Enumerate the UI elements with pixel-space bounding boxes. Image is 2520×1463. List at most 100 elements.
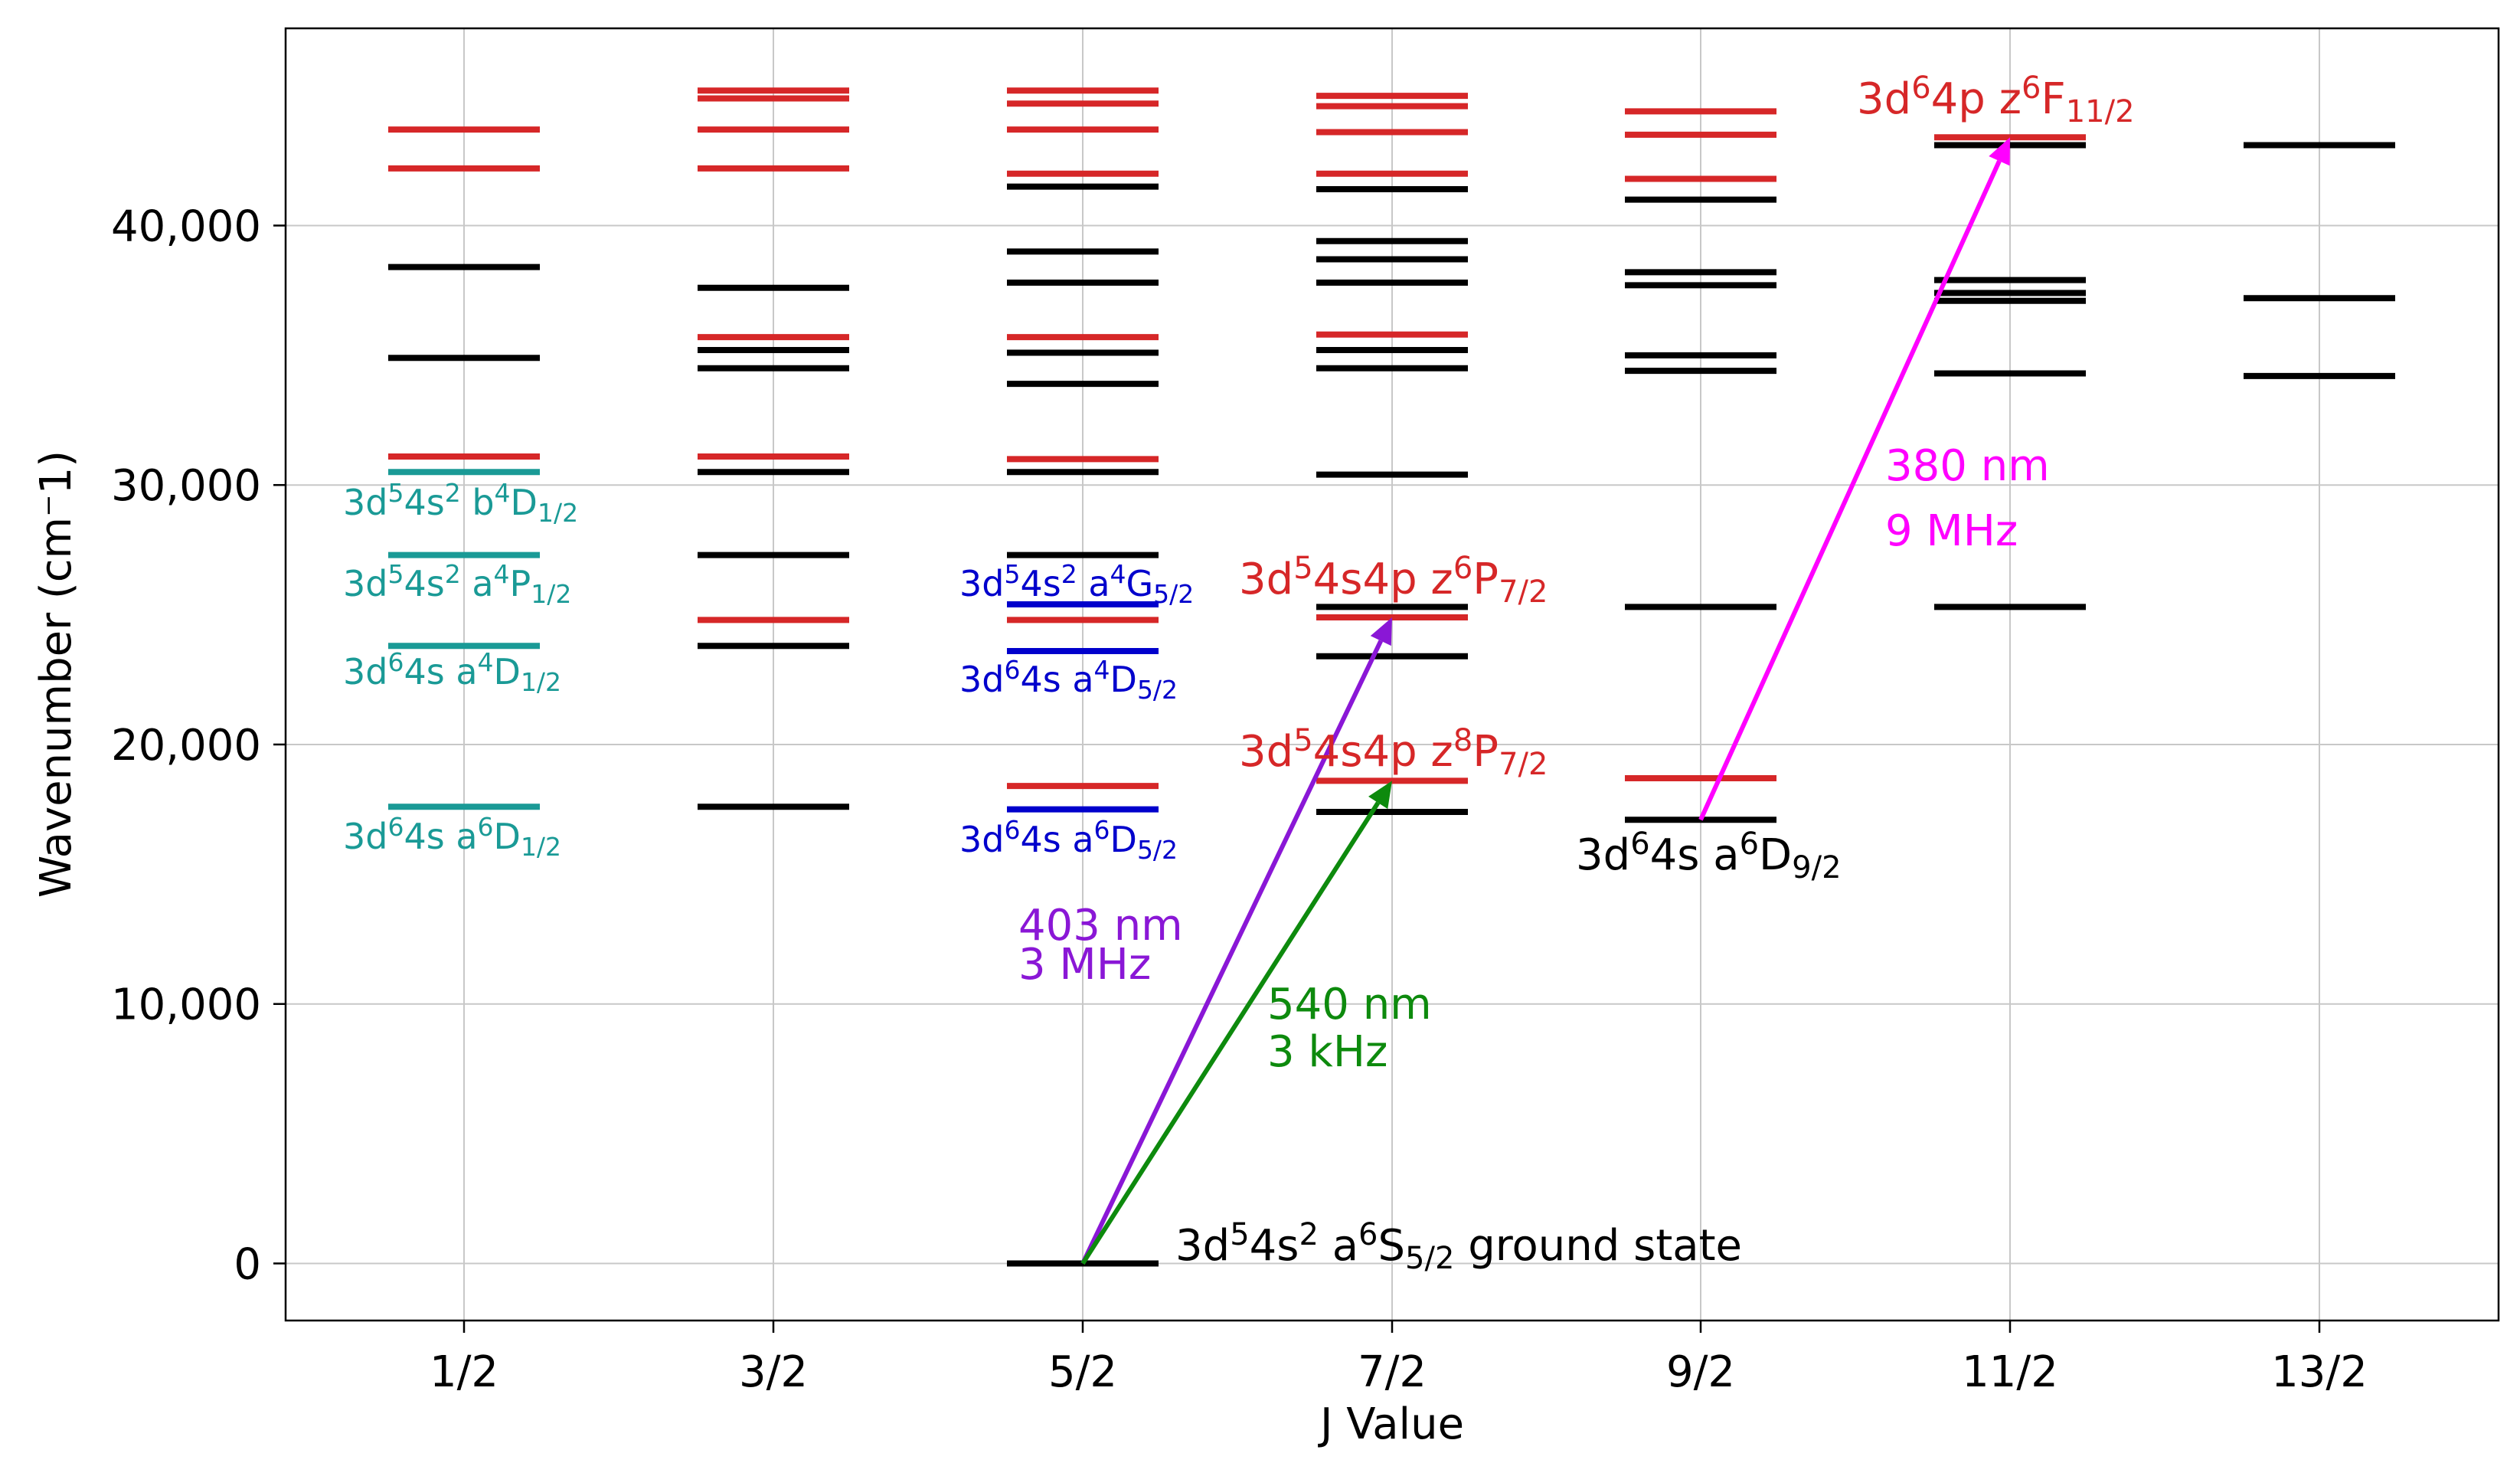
- annotation-fragment: 6: [1358, 1217, 1378, 1252]
- annotation-fragment: 3d: [1239, 727, 1293, 777]
- annotation-fragment: 5/2: [1137, 835, 1178, 865]
- x-tick-label: 11/2: [1962, 1347, 2058, 1397]
- annotation-fragment: ground state: [1454, 1221, 1742, 1271]
- annotation-fragment: 6: [2022, 70, 2041, 106]
- y-tick-label: 40,000: [111, 201, 261, 251]
- annotation-fragment: P: [1472, 727, 1499, 777]
- annotation-fragment: 1/2: [538, 498, 578, 528]
- annotation-fragment: b: [461, 482, 495, 523]
- annotation-fragment: D: [1110, 659, 1137, 700]
- label-a6d-five-half: 3d64s a6D5/2: [959, 815, 1178, 865]
- annotation-fragment: 6: [1630, 826, 1649, 862]
- x-tick-label: 1/2: [430, 1347, 498, 1397]
- annotation-fragment: G: [1126, 563, 1154, 604]
- annotation-fragment: 6: [1004, 815, 1020, 845]
- y-tick-label: 30,000: [111, 461, 261, 511]
- annotation-fragment: 5: [1230, 1217, 1249, 1252]
- level-layer: [388, 87, 2395, 1267]
- annotation-fragment: 1/2: [531, 579, 571, 609]
- annotation-fragment: 4s a: [1020, 819, 1093, 860]
- annotation-fragment: 540 nm: [1267, 980, 1432, 1029]
- annotation-fragment: 2: [1061, 559, 1077, 589]
- annotation-fragment: 4s: [404, 482, 444, 523]
- annotation-fragment: D: [494, 651, 521, 692]
- transition-arrow-540nm: [1080, 781, 1392, 1265]
- annotation-fragment: 4s: [1020, 563, 1061, 604]
- transition-layer: [1080, 137, 2010, 1265]
- annotation-fragment: 3d: [1857, 74, 1911, 124]
- y-tick-label: 20,000: [111, 721, 261, 771]
- annotation-fragment: 5/2: [1405, 1241, 1454, 1276]
- annotation-fragment: D: [1110, 819, 1137, 860]
- annotation-fragment: 11/2: [2066, 94, 2135, 129]
- annotation-fragment: 4p z: [1931, 74, 2022, 124]
- annotation-fragment: 4: [478, 647, 494, 677]
- annotation-fragment: 4s a: [404, 816, 477, 857]
- label-a6d-nine-half: 3d64s a6D9/2: [1576, 826, 1842, 885]
- label-a4g-five-half: 3d54s2 a4G5/2: [959, 559, 1194, 609]
- label-9mhz: 9 MHz: [1885, 506, 2018, 556]
- annotation-fragment: 2: [445, 478, 461, 508]
- grid-layer: [286, 28, 2499, 1321]
- annotation-fragment: 6: [387, 812, 404, 842]
- annotation-fragment: 6: [1004, 655, 1020, 685]
- annotation-fragment: 3d: [959, 659, 1004, 700]
- annotation-fragment: D: [494, 816, 521, 857]
- annotation-fragment: 5: [387, 559, 404, 589]
- annotation-fragment: 4s a: [1650, 830, 1740, 880]
- annotation-fragment: 7/2: [1499, 747, 1548, 782]
- annotation-fragment: 4: [495, 478, 511, 508]
- x-tick-label: 7/2: [1358, 1347, 1427, 1397]
- label-z6p-seven-half: 3d54s4p z6P7/2: [1239, 551, 1548, 610]
- y-tick-label: 0: [234, 1239, 261, 1289]
- label-3mhz: 3 MHz: [1018, 940, 1151, 990]
- annotation-fragment: F: [2041, 74, 2065, 124]
- label-540nm: 540 nm: [1267, 980, 1432, 1029]
- annotation-fragment: 9 MHz: [1885, 506, 2018, 556]
- annotation-fragment: 403 nm: [1018, 901, 1183, 951]
- annotation-fragment: 3 kHz: [1267, 1027, 1387, 1077]
- annotation-fragment: 5/2: [1137, 675, 1178, 705]
- arrow-shaft: [1698, 160, 2002, 821]
- x-axis-title: J Value: [1318, 1399, 1464, 1449]
- label-3khz: 3 kHz: [1267, 1027, 1387, 1077]
- annotation-fragment: 1/2: [521, 832, 561, 862]
- arrow-head: [1368, 781, 1392, 810]
- arrow-head: [1370, 617, 1392, 646]
- label-403nm: 403 nm: [1018, 901, 1183, 951]
- annotation-fragment: 3d: [1239, 555, 1293, 604]
- annotation-fragment: 2: [445, 559, 461, 589]
- annotation-fragment: 3d: [343, 651, 387, 692]
- annotation-fragment: 3d: [959, 563, 1004, 604]
- annotation-fragment: 8: [1453, 723, 1472, 758]
- y-axis-title: Wavenumber (cm⁻1): [31, 450, 81, 898]
- annotation-fragment: D: [1759, 830, 1792, 880]
- annotation-fragment: 5/2: [1153, 579, 1194, 609]
- annotation-fragment: 1/2: [521, 667, 561, 697]
- annotation-fragment: 6: [387, 647, 404, 677]
- annotation-fragment: 3d: [343, 816, 387, 857]
- annotation-fragment: 6: [1911, 70, 1930, 106]
- label-a6d-half: 3d64s a6D1/2: [343, 812, 561, 862]
- annotation-fragment: 380 nm: [1885, 441, 2050, 491]
- x-tick-label: 5/2: [1048, 1347, 1117, 1397]
- annotation-fragment: 3d: [1175, 1221, 1230, 1271]
- axis-layer: 1/2 3/2 5/2 7/2 9/2 11/2 13/2 0 10,000 20,000 30,0…: [111, 201, 2368, 1397]
- annotation-fragment: 4s4p z: [1313, 727, 1453, 777]
- y-tick-label: 10,000: [111, 980, 261, 1030]
- annotation-fragment: P: [1472, 555, 1499, 604]
- label-380nm: 380 nm: [1885, 441, 2050, 491]
- annotation-fragment: 2: [1299, 1217, 1318, 1252]
- annotation-fragment: S: [1378, 1221, 1405, 1271]
- x-tick-label: 13/2: [2271, 1347, 2368, 1397]
- annotation-fragment: 4: [494, 559, 510, 589]
- annotation-fragment: 4: [1110, 559, 1126, 589]
- annotation-fragment: 3d: [959, 819, 1004, 860]
- annotation-fragment: D: [511, 482, 538, 523]
- transition-arrow-380nm: [1698, 137, 2010, 821]
- annotation-fragment: 3 MHz: [1018, 940, 1151, 990]
- annotation-fragment: P: [510, 563, 531, 604]
